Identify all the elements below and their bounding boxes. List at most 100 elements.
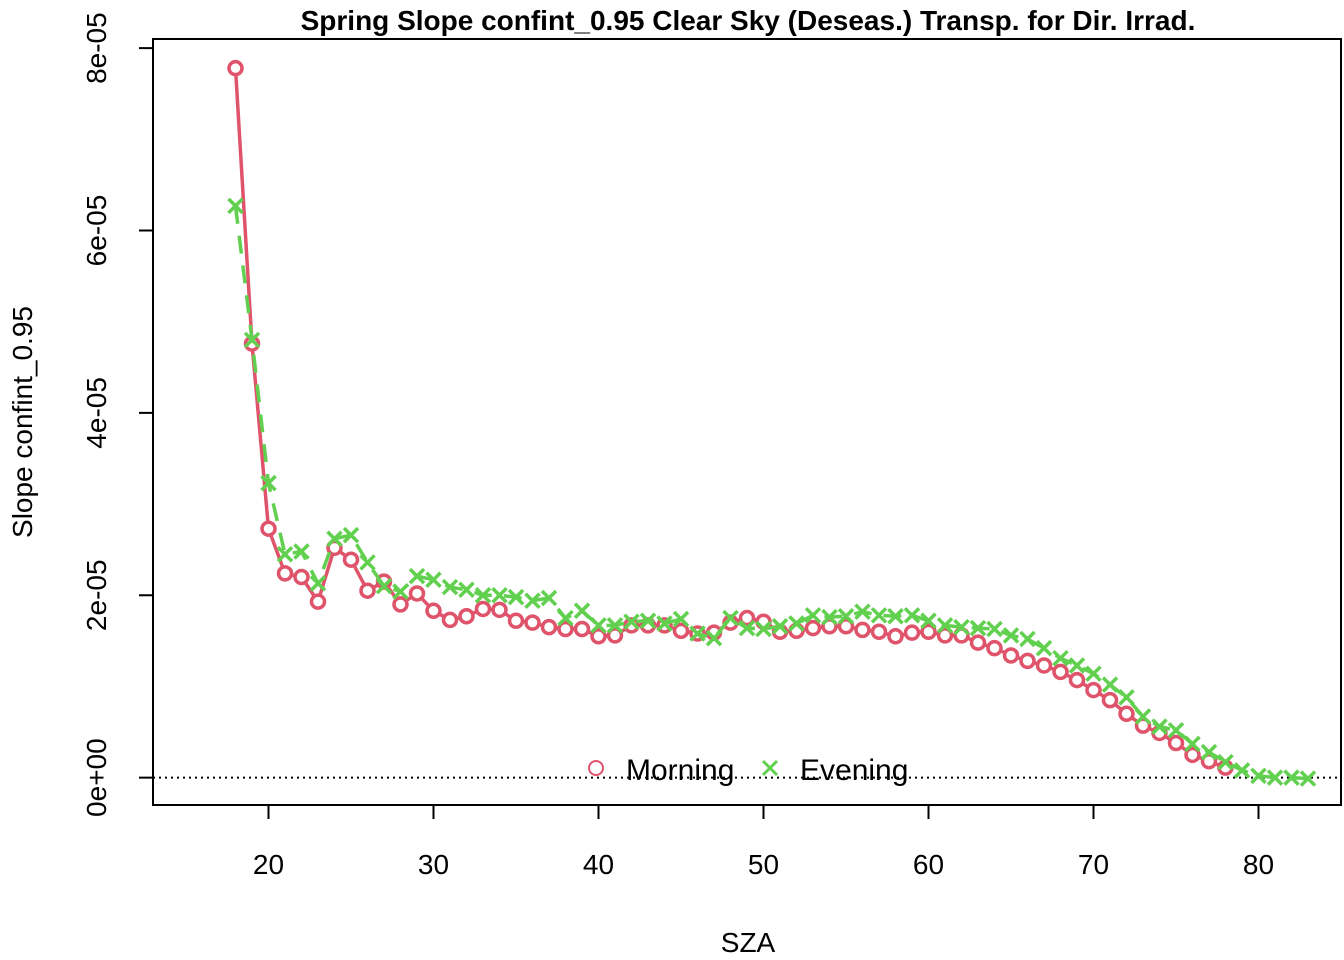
evening-point	[425, 571, 442, 588]
morning-point	[227, 59, 244, 77]
evening-point	[837, 607, 855, 625]
morning-point	[903, 624, 921, 641]
evening-point	[1101, 676, 1119, 693]
evening-point	[1118, 689, 1135, 706]
evening-point	[953, 618, 970, 636]
morning-point	[590, 628, 607, 645]
evening-point	[606, 617, 624, 634]
morning-point	[540, 618, 558, 636]
morning-point	[623, 617, 640, 634]
evening-point	[1085, 665, 1102, 682]
morning-point	[1167, 734, 1185, 752]
morning-point	[804, 619, 822, 637]
morning-point	[870, 623, 888, 640]
x-axis-label: SZA	[721, 927, 776, 958]
morning-point	[672, 622, 690, 640]
morning-point	[606, 627, 624, 644]
evening-point	[722, 609, 739, 627]
evening-point	[524, 592, 541, 609]
evening-point	[969, 619, 987, 637]
morning-point	[887, 628, 904, 645]
morning-point	[1068, 671, 1086, 689]
evening-point	[1019, 630, 1036, 648]
evening-point	[227, 197, 244, 215]
x-axis: 20 30 40 50 60 70 80	[253, 805, 1274, 880]
plot-frame	[152, 38, 1342, 806]
evening-point	[276, 545, 294, 563]
morning-point	[507, 612, 525, 630]
morning-point	[1035, 657, 1053, 674]
evening-point	[1184, 735, 1201, 753]
morning-point	[491, 601, 508, 619]
evening-point	[656, 615, 673, 632]
morning-series-line	[233, 68, 1227, 770]
evening-point	[260, 474, 277, 492]
evening-point	[788, 615, 805, 632]
y-tick-label: 8e-05	[81, 12, 112, 84]
morning-point	[1085, 681, 1102, 699]
x-tick-label: 30	[418, 849, 449, 880]
legend-evening-marker	[761, 759, 779, 777]
y-tick-label: 0e+00	[81, 738, 112, 817]
morning-point	[408, 585, 426, 602]
legend: Morning Evening	[588, 754, 908, 787]
evening-point	[557, 609, 574, 627]
y-tick-label: 2e-05	[81, 559, 112, 631]
evening-point	[623, 613, 640, 630]
morning-point	[1118, 705, 1135, 723]
evening-point	[1217, 753, 1234, 771]
morning-point	[837, 618, 855, 635]
evening-point	[342, 526, 360, 544]
evening-point	[540, 589, 558, 607]
evening-point	[804, 607, 822, 624]
morning-point	[738, 609, 756, 627]
morning-point	[342, 551, 360, 568]
evening-point	[705, 629, 723, 647]
morning-point	[920, 623, 937, 640]
evening-point	[771, 618, 789, 635]
morning-point	[986, 639, 1003, 657]
morning-point	[293, 568, 310, 586]
evening-point	[1052, 649, 1069, 667]
morning-point	[276, 565, 294, 582]
evening-point	[1266, 769, 1284, 786]
evening-series-line	[233, 205, 1309, 781]
morning-point	[969, 634, 987, 651]
evening-point	[903, 607, 921, 624]
legend-morning-label: Morning	[626, 754, 734, 787]
y-axis: 0e+00 2e-05 4e-05 6e-05 8e-05	[81, 12, 153, 817]
x-tick-label: 60	[913, 849, 944, 880]
morning-point	[557, 620, 574, 638]
evening-point	[507, 588, 525, 606]
x-tick-label: 80	[1243, 849, 1274, 880]
morning-point	[821, 618, 838, 635]
evening-point	[441, 578, 459, 596]
evening-point	[359, 554, 376, 571]
morning-point	[854, 621, 871, 639]
morning-point	[425, 602, 442, 620]
evening-point	[474, 587, 492, 604]
morning-point	[474, 600, 492, 618]
morning-point	[359, 582, 376, 599]
evening-point	[375, 577, 393, 595]
morning-point	[524, 614, 541, 631]
evening-point	[590, 617, 607, 634]
evening-point	[392, 583, 409, 600]
evening-point	[821, 608, 838, 626]
evening-point	[1035, 639, 1053, 657]
morning-point	[392, 596, 409, 613]
evening-point	[573, 602, 591, 620]
morning-point	[1002, 647, 1020, 664]
evening-point	[309, 575, 327, 592]
evening-point	[458, 581, 475, 599]
evening-point	[672, 610, 690, 628]
evening-point	[243, 331, 261, 349]
y-tick-label: 6e-05	[81, 195, 112, 267]
x-tick-label: 40	[583, 849, 614, 880]
x-tick-label: 50	[748, 849, 779, 880]
morning-point	[309, 593, 327, 610]
morning-point	[326, 539, 343, 557]
evening-point	[986, 620, 1003, 638]
morning-point	[260, 520, 277, 537]
